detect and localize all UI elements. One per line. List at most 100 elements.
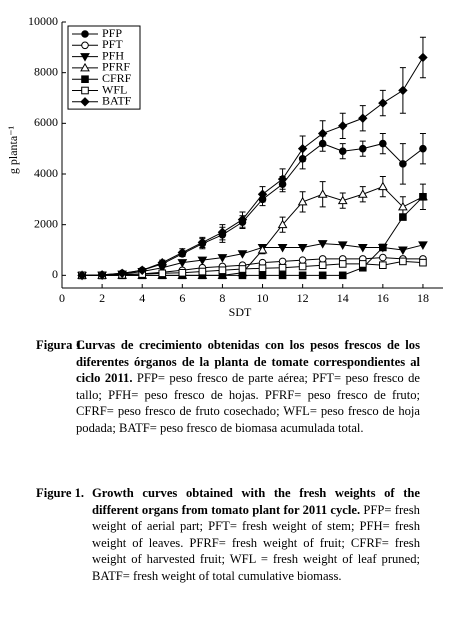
data-point: [318, 255, 327, 263]
data-point: [178, 269, 187, 277]
legend-marker: [81, 86, 89, 95]
data-point: [379, 243, 387, 252]
x-tick-label: 18: [417, 291, 429, 305]
data-point: [238, 271, 247, 280]
caption-en: Figure 1. Growth curves obtained with th…: [36, 485, 420, 584]
data-point: [399, 257, 407, 266]
data-point: [399, 160, 407, 168]
x-tick-label: 0: [59, 291, 65, 305]
data-point: [258, 264, 267, 273]
x-axis-label: SDT: [229, 305, 252, 319]
data-point: [317, 240, 328, 249]
legend-marker: [81, 41, 89, 50]
legend-label: PFRF: [102, 60, 130, 74]
x-tick-label: 6: [179, 291, 185, 305]
data-point: [258, 271, 267, 280]
y-tick-label: 6000: [34, 115, 58, 129]
legend-label: PFH: [102, 48, 124, 62]
data-point: [357, 189, 368, 198]
data-point: [337, 195, 348, 205]
data-point: [419, 258, 427, 267]
data-point: [377, 181, 388, 191]
data-point: [297, 143, 308, 154]
data-point: [197, 237, 208, 248]
y-tick-label: 4000: [34, 166, 58, 180]
data-point: [278, 257, 287, 266]
figure-label: Figura 1.: [36, 338, 85, 352]
data-point: [338, 147, 347, 155]
data-point: [338, 260, 347, 268]
data-point: [398, 201, 408, 211]
data-point: [297, 196, 308, 206]
data-point: [399, 213, 407, 221]
data-point: [217, 254, 228, 263]
data-point: [97, 270, 107, 280]
data-point: [237, 214, 248, 225]
data-point: [317, 128, 328, 139]
data-point: [379, 253, 387, 262]
caption-text: PFP= fresh weight of aerial part; PFT= f…: [92, 502, 420, 583]
data-point: [298, 262, 307, 271]
data-point: [317, 189, 328, 198]
data-point: [257, 244, 268, 254]
data-point: [278, 263, 287, 272]
legend-marker: [80, 62, 90, 72]
x-tick-label: 4: [139, 291, 145, 305]
data-point: [358, 144, 367, 153]
legend-label: PFT: [102, 37, 123, 51]
caption-text: PFP= peso fresco de parte aérea; PFT= pe…: [76, 371, 421, 435]
data-point: [177, 247, 188, 258]
data-point: [177, 259, 188, 268]
x-tick-label: 10: [257, 291, 269, 305]
y-tick-label: 10000: [28, 14, 58, 28]
legend-label: PFP: [102, 26, 122, 40]
data-point: [278, 271, 287, 280]
data-point: [379, 139, 387, 148]
data-point: [378, 98, 388, 108]
x-tick-label: 16: [377, 291, 389, 305]
caption-es: Figura 1. Curvas de crecimiento obtenida…: [36, 337, 420, 436]
data-point: [398, 246, 408, 256]
data-point: [197, 256, 208, 266]
x-tick-label: 12: [297, 291, 309, 305]
series-line: [82, 186, 424, 276]
data-point: [77, 270, 87, 281]
legend-marker: [81, 75, 89, 84]
data-point: [297, 243, 308, 253]
legend-label: BATF: [102, 94, 132, 108]
data-point: [358, 113, 368, 123]
data-point: [198, 267, 207, 276]
data-point: [318, 271, 327, 280]
data-point: [277, 174, 288, 184]
data-point: [277, 219, 288, 229]
x-tick-label: 14: [337, 291, 349, 305]
x-tick-label: 2: [99, 291, 105, 305]
legend-label: CFRF: [102, 71, 132, 85]
x-tick-label: 8: [219, 291, 225, 305]
y-tick-label: 0: [52, 267, 58, 281]
y-axis-label: g planta⁻¹: [6, 125, 20, 174]
data-point: [398, 85, 408, 96]
series-line: [82, 243, 424, 276]
figure-label: Figure 1.: [36, 486, 85, 500]
legend-marker: [80, 97, 90, 107]
data-point: [237, 250, 248, 259]
data-point: [137, 265, 147, 275]
data-point: [419, 193, 427, 201]
data-point: [298, 256, 307, 264]
legend-marker: [80, 53, 90, 62]
data-point: [338, 121, 348, 131]
caption-title: Growth curves obtained with the fresh we…: [92, 486, 420, 517]
data-point: [318, 261, 327, 269]
legend-marker: [81, 30, 89, 38]
data-point: [418, 241, 428, 250]
data-point: [158, 269, 167, 278]
data-point: [238, 265, 247, 273]
data-point: [218, 266, 227, 275]
data-point: [418, 52, 428, 63]
caption-body: Growth curves obtained with the fresh we…: [92, 485, 420, 584]
series-line: [82, 143, 424, 276]
caption-body: Curvas de crecimiento obtenidas con los …: [76, 337, 420, 436]
data-point: [217, 227, 228, 237]
